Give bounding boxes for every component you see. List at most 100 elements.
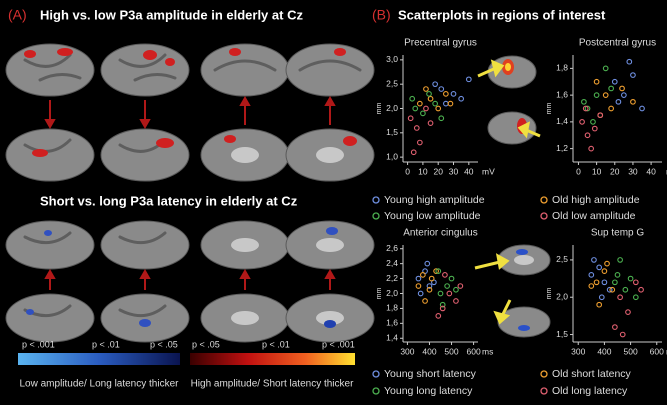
data-point bbox=[591, 257, 597, 263]
data-point bbox=[426, 283, 433, 289]
panel-label: (B) bbox=[372, 7, 391, 23]
data-point bbox=[432, 81, 438, 88]
data-point bbox=[593, 279, 600, 286]
legend-label: Young high amplitude bbox=[384, 194, 485, 206]
data-point bbox=[417, 290, 424, 297]
data-point bbox=[588, 145, 595, 152]
data-point bbox=[412, 105, 419, 112]
data-point bbox=[622, 286, 629, 293]
y-tick-label: 1,4 bbox=[386, 333, 398, 343]
legend-marker bbox=[372, 387, 380, 395]
data-point bbox=[604, 260, 610, 267]
data-point bbox=[617, 294, 623, 301]
data-point bbox=[593, 92, 600, 98]
data-point bbox=[611, 78, 618, 85]
legend-label: Young short latency bbox=[384, 368, 477, 380]
x-tick-label: 0 bbox=[405, 166, 410, 176]
x-tick-label: 30 bbox=[449, 166, 459, 176]
data-point bbox=[608, 105, 614, 112]
data-point bbox=[591, 125, 598, 132]
data-point bbox=[606, 286, 613, 293]
panel-title: High vs. low P3a amplitude in elderly at… bbox=[40, 7, 303, 22]
x-tick-label: 40 bbox=[646, 166, 656, 176]
data-point bbox=[625, 309, 631, 316]
data-point bbox=[432, 100, 438, 107]
data-point bbox=[457, 283, 464, 289]
y-tick-label: 1,2 bbox=[556, 143, 568, 153]
chart-title: Anterior cingulus bbox=[403, 228, 477, 239]
data-point bbox=[619, 331, 626, 338]
data-point bbox=[632, 279, 639, 286]
y-tick-label: 2,0 bbox=[386, 103, 398, 113]
data-point bbox=[423, 86, 429, 92]
colorbar-negative bbox=[18, 353, 180, 365]
data-point bbox=[630, 72, 636, 78]
legend-marker bbox=[372, 196, 380, 204]
data-point bbox=[597, 112, 604, 119]
legend-label: Old low amplitude bbox=[552, 210, 636, 222]
y-tick-label: 1,8 bbox=[386, 303, 398, 313]
y-axis-label: mm bbox=[376, 103, 383, 115]
data-point bbox=[444, 283, 450, 289]
x-tick-label: 500 bbox=[623, 346, 637, 356]
data-point bbox=[426, 91, 432, 97]
data-point bbox=[598, 294, 605, 301]
y-tick-label: 2,5 bbox=[556, 254, 568, 264]
legend-label: Young low amplitude bbox=[384, 210, 481, 222]
data-point bbox=[427, 95, 434, 102]
y-tick-label: 2,0 bbox=[386, 288, 398, 298]
data-point bbox=[407, 115, 414, 122]
data-point bbox=[450, 91, 457, 97]
legend-label: Old long latency bbox=[552, 385, 628, 397]
data-point bbox=[626, 58, 633, 65]
data-point bbox=[632, 294, 639, 301]
colorbar-label: p < .001 bbox=[22, 339, 55, 349]
data-point bbox=[435, 268, 442, 274]
legend-marker bbox=[372, 370, 380, 378]
colorbar-label: p < .01 bbox=[92, 339, 120, 349]
data-point bbox=[443, 91, 449, 97]
chart-title: Precentral gyrus bbox=[404, 38, 477, 49]
chart-title: Postcentral gyrus bbox=[579, 38, 656, 49]
y-tick-label: 1,4 bbox=[556, 116, 568, 126]
colorbar-positive bbox=[190, 353, 355, 365]
data-point bbox=[446, 290, 453, 297]
x-axis-label: mV bbox=[482, 166, 495, 176]
legend-marker bbox=[540, 387, 548, 395]
panel-title: Scatterplots in regions of interest bbox=[398, 7, 606, 22]
data-point bbox=[416, 139, 423, 146]
colorbar-caption: High amplitude/ Short latency thicker bbox=[191, 379, 355, 390]
data-point bbox=[615, 98, 622, 105]
data-point bbox=[608, 85, 614, 92]
x-tick-label: 10 bbox=[418, 166, 428, 176]
data-point bbox=[612, 324, 618, 330]
data-point bbox=[593, 78, 600, 85]
data-point bbox=[601, 279, 608, 286]
x-tick-label: 600 bbox=[466, 346, 480, 356]
y-tick-label: 2,6 bbox=[386, 243, 398, 253]
colorbar-label: p < .05 bbox=[150, 339, 178, 349]
x-tick-label: 400 bbox=[422, 346, 436, 356]
data-point bbox=[621, 92, 627, 98]
data-point bbox=[581, 98, 587, 105]
data-point bbox=[601, 268, 608, 274]
data-point bbox=[439, 305, 446, 312]
data-point bbox=[596, 264, 603, 271]
x-tick-label: 10 bbox=[592, 166, 602, 176]
data-point bbox=[410, 149, 417, 156]
data-point bbox=[638, 286, 644, 293]
legend-marker bbox=[540, 370, 548, 378]
data-point bbox=[458, 95, 465, 102]
data-point bbox=[426, 286, 433, 293]
data-point bbox=[602, 65, 609, 72]
data-point bbox=[584, 132, 591, 139]
data-point bbox=[420, 271, 426, 278]
data-point bbox=[422, 298, 428, 304]
panel-label: (A) bbox=[8, 7, 27, 23]
data-point bbox=[630, 98, 636, 105]
data-point bbox=[448, 275, 455, 282]
data-point bbox=[420, 110, 426, 117]
colorbar-label: p < .001 bbox=[322, 339, 355, 349]
data-point bbox=[588, 271, 595, 278]
x-tick-label: 20 bbox=[610, 166, 620, 176]
